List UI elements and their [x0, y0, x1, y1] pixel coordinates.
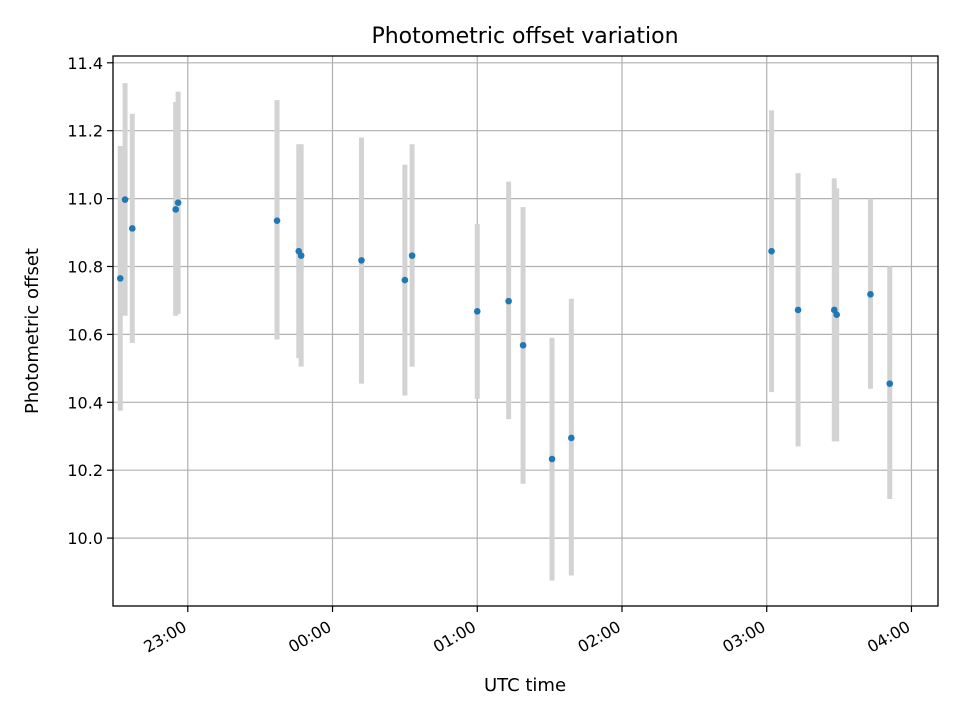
errorbar-layer	[117, 83, 893, 581]
x-tick-label: 01:00	[430, 617, 479, 657]
data-point	[833, 311, 840, 319]
y-tick-label: 10.2	[67, 461, 103, 480]
data-point	[121, 196, 129, 203]
x-axis-label: UTC time	[484, 675, 566, 696]
data-point	[174, 199, 182, 206]
tick-layer: 23:00 00:00 01:00 02:00 03:00 04:00 10.0 10.2 10…	[67, 54, 913, 657]
plot-frame	[112, 55, 939, 607]
chart-title: Photometric offset variation	[371, 24, 678, 49]
data-point	[568, 434, 575, 442]
data-point	[768, 247, 775, 255]
y-tick-label: 11.2	[67, 122, 103, 141]
data-point	[408, 252, 416, 259]
data-point	[128, 225, 136, 232]
data-point	[116, 275, 124, 282]
x-tick-label: 03:00	[719, 617, 768, 657]
y-tick-label: 10.4	[67, 393, 103, 412]
data-point	[473, 308, 481, 315]
data-point	[297, 252, 305, 259]
x-tick-label: 02:00	[575, 617, 624, 657]
data-point	[505, 297, 512, 305]
data-point	[519, 341, 527, 349]
y-axis-label: Photometric offset	[22, 248, 43, 414]
y-tick-label: 10.8	[67, 257, 103, 276]
x-tick-label: 23:00	[140, 617, 189, 657]
data-point	[867, 291, 874, 298]
data-point	[548, 455, 556, 463]
x-tick-label: 04:00	[864, 617, 913, 657]
data-point	[358, 257, 365, 264]
y-tick-label: 10.6	[67, 325, 103, 344]
y-tick-label: 11.0	[67, 190, 103, 209]
data-point	[172, 206, 180, 213]
data-point	[273, 217, 281, 224]
x-tick-label: 00:00	[285, 617, 334, 657]
grid-layer	[113, 56, 938, 606]
y-tick-label: 10.0	[67, 529, 103, 548]
point-layer	[116, 196, 894, 463]
data-point	[401, 276, 409, 284]
y-tick-label: 11.4	[67, 54, 103, 73]
data-point	[794, 306, 802, 314]
data-point	[886, 380, 894, 387]
